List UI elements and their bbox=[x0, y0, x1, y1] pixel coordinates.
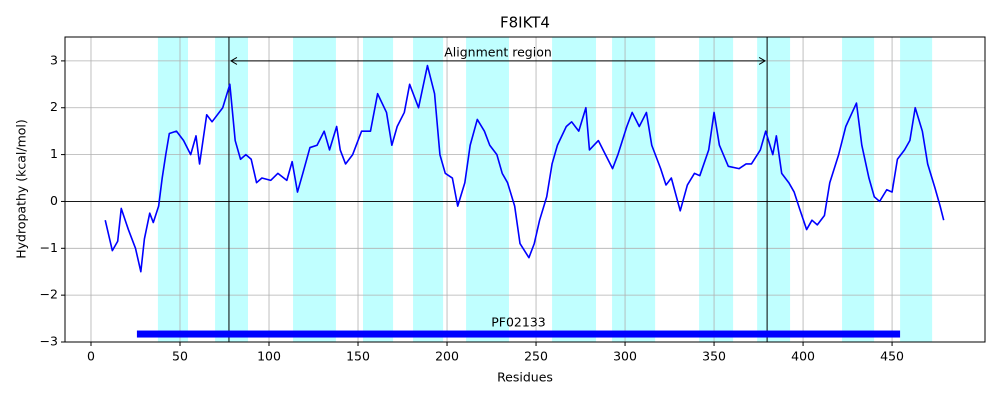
x-tick-label: 200 bbox=[435, 349, 459, 364]
arrow-head bbox=[758, 56, 767, 65]
transmembrane-region bbox=[900, 37, 933, 342]
x-tick-label: 100 bbox=[257, 349, 281, 364]
y-tick-label: −1 bbox=[40, 240, 58, 255]
transmembrane-region bbox=[157, 37, 189, 342]
transmembrane-region bbox=[757, 37, 791, 342]
transmembrane-region bbox=[466, 37, 509, 342]
chart-title: F8IKT4 bbox=[500, 14, 550, 32]
y-tick-label: 0 bbox=[50, 193, 58, 208]
transmembrane-region bbox=[215, 37, 249, 342]
transmembrane-region bbox=[413, 37, 444, 342]
hydropathy-line bbox=[104, 64, 945, 273]
x-tick-label: 150 bbox=[346, 349, 370, 364]
x-tick-label: 350 bbox=[702, 349, 726, 364]
x-tick-label: 400 bbox=[791, 349, 815, 364]
domain-label: PF02133 bbox=[491, 315, 546, 330]
y-tick-label: −2 bbox=[40, 287, 58, 302]
transmembrane-region bbox=[363, 37, 394, 342]
alignment-label: Alignment region bbox=[444, 44, 552, 59]
x-tick-label: 300 bbox=[613, 349, 637, 364]
y-tick-label: 3 bbox=[50, 52, 58, 67]
domain-bar bbox=[136, 330, 901, 338]
y-axis-label: Hydropathy (kcal/mol) bbox=[14, 119, 29, 259]
x-axis-label: Residues bbox=[497, 370, 553, 385]
arrow-head bbox=[229, 56, 238, 65]
transmembrane-region bbox=[842, 37, 875, 342]
transmembrane-region bbox=[699, 37, 734, 342]
x-tick-label: 50 bbox=[172, 349, 188, 364]
y-tick-label: −3 bbox=[40, 334, 58, 349]
x-tick-label: 250 bbox=[524, 349, 548, 364]
y-tick-label: 2 bbox=[50, 99, 58, 114]
x-tick-label: 0 bbox=[87, 349, 95, 364]
plot-frame bbox=[64, 36, 986, 343]
y-tick-label: 1 bbox=[50, 146, 58, 161]
transmembrane-region bbox=[612, 37, 656, 342]
x-tick-label: 450 bbox=[880, 349, 904, 364]
transmembrane-region bbox=[293, 37, 336, 342]
transmembrane-region bbox=[552, 37, 597, 342]
